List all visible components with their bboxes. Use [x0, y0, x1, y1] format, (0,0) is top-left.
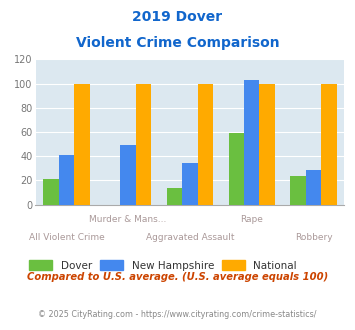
Bar: [59, 155, 74, 205]
Bar: [260, 83, 275, 205]
Bar: [136, 83, 151, 205]
Text: Violent Crime Comparison: Violent Crime Comparison: [76, 36, 279, 50]
Bar: [229, 133, 244, 205]
Bar: [167, 188, 182, 205]
Text: Murder & Mans...: Murder & Mans...: [89, 214, 167, 223]
Text: © 2025 CityRating.com - https://www.cityrating.com/crime-statistics/: © 2025 CityRating.com - https://www.city…: [38, 310, 317, 319]
Text: Robbery: Robbery: [295, 233, 332, 242]
Bar: [290, 176, 306, 205]
Text: 2019 Dover: 2019 Dover: [132, 10, 223, 24]
Bar: [120, 145, 136, 205]
Text: Aggravated Assault: Aggravated Assault: [146, 233, 234, 242]
Bar: [244, 80, 260, 205]
Bar: [306, 170, 321, 205]
Bar: [74, 83, 89, 205]
Bar: [182, 163, 198, 205]
Bar: [198, 83, 213, 205]
Text: Compared to U.S. average. (U.S. average equals 100): Compared to U.S. average. (U.S. average …: [27, 272, 328, 282]
Bar: [43, 179, 59, 205]
Legend: Dover, New Hampshire, National: Dover, New Hampshire, National: [25, 256, 301, 275]
Bar: [321, 83, 337, 205]
Text: Rape: Rape: [240, 214, 263, 223]
Text: All Violent Crime: All Violent Crime: [28, 233, 104, 242]
